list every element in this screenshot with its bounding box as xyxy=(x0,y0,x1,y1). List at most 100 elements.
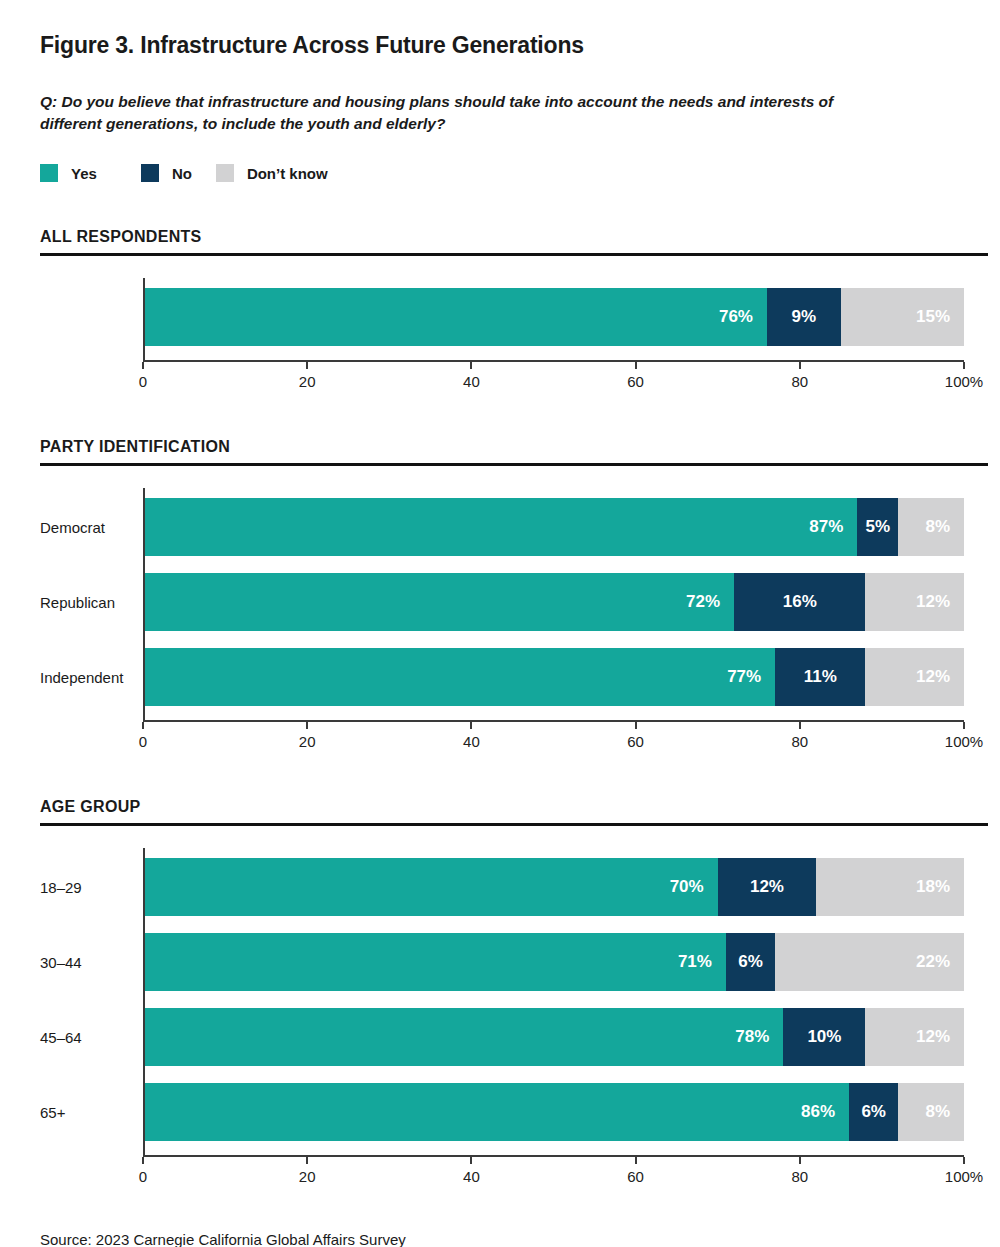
chart-row: Democrat87%5%8% xyxy=(40,498,964,556)
bar-segment-no: 12% xyxy=(718,858,817,916)
chart-row: 65+86%6%8% xyxy=(40,1083,964,1141)
axis-tick-label: 100% xyxy=(945,373,983,390)
stacked-bar: 87%5%8% xyxy=(143,498,964,556)
axis-tick xyxy=(470,362,472,369)
value-label: 86% xyxy=(801,1102,835,1122)
legend-item-yes: Yes xyxy=(40,164,97,182)
value-label: 76% xyxy=(719,307,753,327)
bar-segment-no: 5% xyxy=(857,498,898,556)
value-label: 5% xyxy=(866,517,891,537)
section-header-party-identification: PARTY IDENTIFICATION xyxy=(40,438,988,466)
bar-segment-no: 16% xyxy=(734,573,865,631)
value-label: 18% xyxy=(916,877,950,897)
y-axis-line xyxy=(143,278,145,361)
value-label: 77% xyxy=(727,667,761,687)
value-label: 8% xyxy=(925,517,950,537)
legend-label-no: No xyxy=(172,165,192,182)
legend: Yes No Don’t know xyxy=(40,164,988,182)
value-label: 71% xyxy=(678,952,712,972)
bar-segment-don-t-know: 12% xyxy=(865,1008,964,1066)
axis-tick-label: 40 xyxy=(463,733,480,750)
x-axis: 020406080100% xyxy=(143,1155,964,1187)
axis-tick-label: 60 xyxy=(627,1168,644,1185)
axis-tick xyxy=(306,362,308,369)
stacked-bar: 72%16%12% xyxy=(143,573,964,631)
y-axis-line xyxy=(143,848,145,1156)
dont-know-swatch-icon xyxy=(216,164,234,182)
legend-item-dont-know: Don’t know xyxy=(216,164,328,182)
bar-rows: Democrat87%5%8%Republican72%16%12%Indepe… xyxy=(40,488,964,706)
bar-segment-no: 6% xyxy=(726,933,775,991)
yes-swatch-icon xyxy=(40,164,58,182)
axis-tick xyxy=(799,362,801,369)
bar-segment-don-t-know: 12% xyxy=(865,573,964,631)
axis-tick-label: 80 xyxy=(791,733,808,750)
bar-segment-don-t-know: 22% xyxy=(775,933,964,991)
stacked-bar: 77%11%12% xyxy=(143,648,964,706)
bar-rows: 76% 9% 15% xyxy=(40,278,964,346)
bar-segment-don-t-know: 18% xyxy=(816,858,964,916)
figure-page: Figure 3. Infrastructure Across Future G… xyxy=(0,0,1000,1247)
axis-tick-label: 0 xyxy=(139,373,147,390)
axis-tick-label: 100% xyxy=(945,1168,983,1185)
section-header-age-group: AGE GROUP xyxy=(40,798,988,826)
bar-segment-don-t-know: 8% xyxy=(898,1083,964,1141)
value-label: 12% xyxy=(916,667,950,687)
bar-segment-don-t-know: 12% xyxy=(865,648,964,706)
no-swatch-icon xyxy=(141,164,159,182)
bar-segment-yes: 70% xyxy=(143,858,718,916)
stacked-bar: 76% 9% 15% xyxy=(143,288,964,346)
stacked-bar: 78%10%12% xyxy=(143,1008,964,1066)
axis-tick-label: 40 xyxy=(463,1168,480,1185)
axis-tick-label: 40 xyxy=(463,373,480,390)
legend-label-yes: Yes xyxy=(71,165,97,182)
axis-tick xyxy=(799,722,801,729)
bar-segment-no: 6% xyxy=(849,1083,898,1141)
bar-segment-yes: 78% xyxy=(143,1008,783,1066)
chart-row: 76% 9% 15% xyxy=(40,288,964,346)
category-label: 30–44 xyxy=(40,954,143,971)
axis-tick-label: 20 xyxy=(299,373,316,390)
axis-tick xyxy=(963,362,965,369)
axis-tick xyxy=(635,362,637,369)
value-label: 12% xyxy=(916,592,950,612)
axis-tick xyxy=(142,1157,144,1164)
value-label: 6% xyxy=(861,1102,886,1122)
section-header-all-respondents: ALL RESPONDENTS xyxy=(40,228,988,256)
stacked-bar: 70% 12% 18% xyxy=(143,858,964,916)
legend-item-no: No xyxy=(141,164,192,182)
value-label: 78% xyxy=(735,1027,769,1047)
legend-label-dont-know: Don’t know xyxy=(247,165,328,182)
category-label: Democrat xyxy=(40,519,143,536)
axis-tick xyxy=(963,722,965,729)
x-axis: 020406080100% xyxy=(143,720,964,752)
bar-rows: 18–2970%12%18%30–4471%6%22%45–6478%10%12… xyxy=(40,848,964,1141)
axis-tick xyxy=(142,362,144,369)
chart-row: 45–6478%10%12% xyxy=(40,1008,964,1066)
axis-tick xyxy=(799,1157,801,1164)
axis-tick-label: 20 xyxy=(299,1168,316,1185)
axis-tick-label: 20 xyxy=(299,733,316,750)
value-label: 70% xyxy=(670,877,704,897)
chart-row: Republican72%16%12% xyxy=(40,573,964,631)
bar-segment-don-t-know: 15% xyxy=(841,288,964,346)
category-label: 18–29 xyxy=(40,879,143,896)
chart-age-group: 18–2970%12%18%30–4471%6%22%45–6478%10%12… xyxy=(40,848,964,1187)
bar-segment-yes: 86% xyxy=(143,1083,849,1141)
axis-tick-label: 0 xyxy=(139,733,147,750)
x-axis: 020406080100% xyxy=(143,360,964,392)
survey-question: Q: Do you believe that infrastructure an… xyxy=(40,91,892,134)
chart-row: 18–29 70% 12% 18% xyxy=(40,858,964,916)
stacked-bar: 71% 6%22% xyxy=(143,933,964,991)
bar-segment-yes: 71% xyxy=(143,933,726,991)
value-label: 9% xyxy=(792,307,817,327)
value-label: 16% xyxy=(783,592,817,612)
section-party-identification: PARTY IDENTIFICATION Democrat87%5%8%Repu… xyxy=(40,438,988,752)
chart-row: Independent77%11%12% xyxy=(40,648,964,706)
axis-tick-label: 60 xyxy=(627,373,644,390)
axis-tick-label: 100% xyxy=(945,733,983,750)
source-note: Source: 2023 Carnegie California Global … xyxy=(40,1229,988,1247)
axis-tick xyxy=(635,1157,637,1164)
axis-tick xyxy=(963,1157,965,1164)
axis-tick-label: 80 xyxy=(791,373,808,390)
